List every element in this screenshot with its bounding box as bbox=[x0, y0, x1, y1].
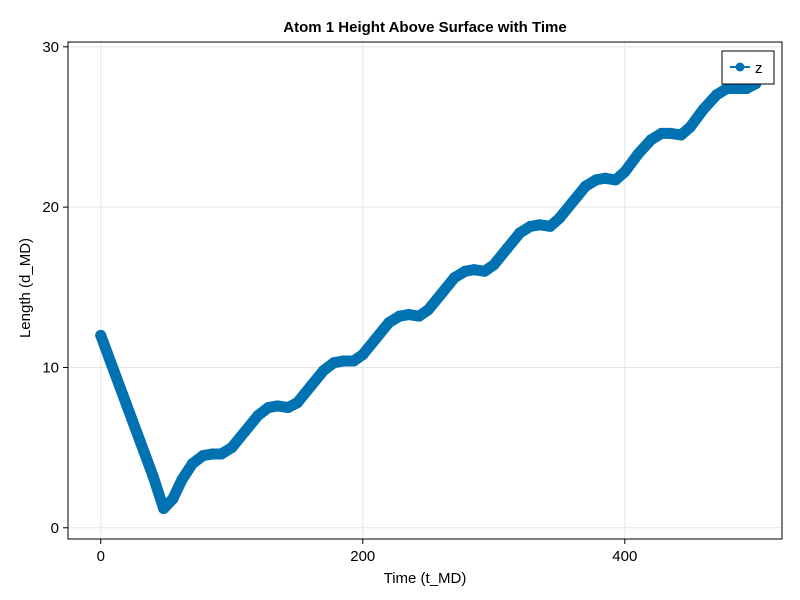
data-point bbox=[655, 127, 667, 139]
y-axis-label: Length (d_MD) bbox=[17, 238, 34, 338]
data-point bbox=[383, 317, 395, 329]
data-point bbox=[711, 89, 722, 101]
data-point bbox=[579, 180, 591, 192]
y-tick-label: 10 bbox=[42, 359, 59, 376]
data-point bbox=[348, 355, 360, 367]
data-point bbox=[167, 493, 179, 505]
data-point bbox=[610, 174, 622, 186]
legend-dot-marker bbox=[735, 62, 745, 72]
legend: z bbox=[721, 50, 775, 85]
data-point bbox=[501, 243, 513, 255]
data-point bbox=[468, 264, 480, 276]
data-point bbox=[599, 172, 611, 184]
data-point bbox=[534, 219, 546, 231]
data-point bbox=[262, 402, 274, 414]
data-point bbox=[226, 442, 238, 454]
data-point bbox=[566, 196, 578, 208]
data-point bbox=[403, 309, 415, 321]
data-point bbox=[95, 329, 107, 341]
plot-series bbox=[95, 78, 762, 515]
data-point bbox=[282, 402, 294, 414]
data-point bbox=[147, 470, 159, 482]
data-point bbox=[337, 355, 349, 367]
data-point bbox=[370, 333, 382, 345]
y-tick-label: 0 bbox=[51, 520, 59, 537]
y-axis-ticks: 0 10 20 30 bbox=[42, 39, 68, 537]
data-point bbox=[304, 381, 316, 393]
data-point bbox=[730, 82, 742, 94]
plot-frame bbox=[67, 41, 783, 540]
legend-label-z: z bbox=[755, 60, 763, 77]
grid bbox=[68, 42, 782, 539]
data-point bbox=[413, 310, 425, 322]
data-point bbox=[206, 448, 218, 460]
x-tick-label: 400 bbox=[612, 548, 637, 565]
data-point bbox=[488, 259, 500, 271]
data-point bbox=[239, 426, 251, 438]
data-point bbox=[134, 435, 146, 447]
y-tick-label: 20 bbox=[42, 199, 59, 216]
data-point bbox=[479, 265, 491, 277]
data-point bbox=[121, 400, 133, 412]
data-point bbox=[108, 365, 120, 377]
data-point bbox=[514, 227, 526, 239]
data-point bbox=[697, 103, 709, 115]
data-point bbox=[422, 304, 434, 316]
data-point bbox=[675, 129, 687, 141]
data-point bbox=[252, 410, 264, 422]
data-point bbox=[317, 365, 329, 377]
data-point bbox=[186, 458, 198, 470]
x-tick-label: 200 bbox=[350, 548, 375, 565]
data-point bbox=[435, 288, 447, 300]
data-point bbox=[158, 503, 170, 515]
data-point bbox=[721, 82, 733, 94]
data-point bbox=[665, 127, 677, 139]
data-point bbox=[741, 82, 753, 94]
y-tick-label: 30 bbox=[42, 39, 59, 56]
chart-title: Atom 1 Height Above Surface with Time bbox=[283, 19, 566, 36]
data-point bbox=[590, 174, 602, 186]
x-tick-label: 0 bbox=[97, 548, 105, 565]
data-point bbox=[291, 397, 303, 409]
data-point bbox=[176, 474, 188, 486]
data-point bbox=[553, 212, 565, 224]
data-point bbox=[272, 400, 284, 412]
x-axis-ticks: 0 200 400 bbox=[97, 539, 637, 565]
data-point bbox=[215, 448, 227, 460]
data-point bbox=[524, 220, 536, 232]
data-point bbox=[393, 310, 405, 322]
data-point bbox=[357, 349, 369, 361]
data-point bbox=[645, 134, 657, 146]
data-point bbox=[197, 450, 209, 462]
data-point bbox=[459, 265, 471, 277]
data-point bbox=[632, 148, 644, 160]
data-point bbox=[684, 121, 696, 133]
data-point bbox=[328, 357, 340, 369]
x-axis-label: Time (t_MD) bbox=[384, 570, 467, 587]
data-point bbox=[619, 166, 631, 178]
data-point bbox=[544, 220, 556, 232]
data-point bbox=[448, 272, 460, 284]
